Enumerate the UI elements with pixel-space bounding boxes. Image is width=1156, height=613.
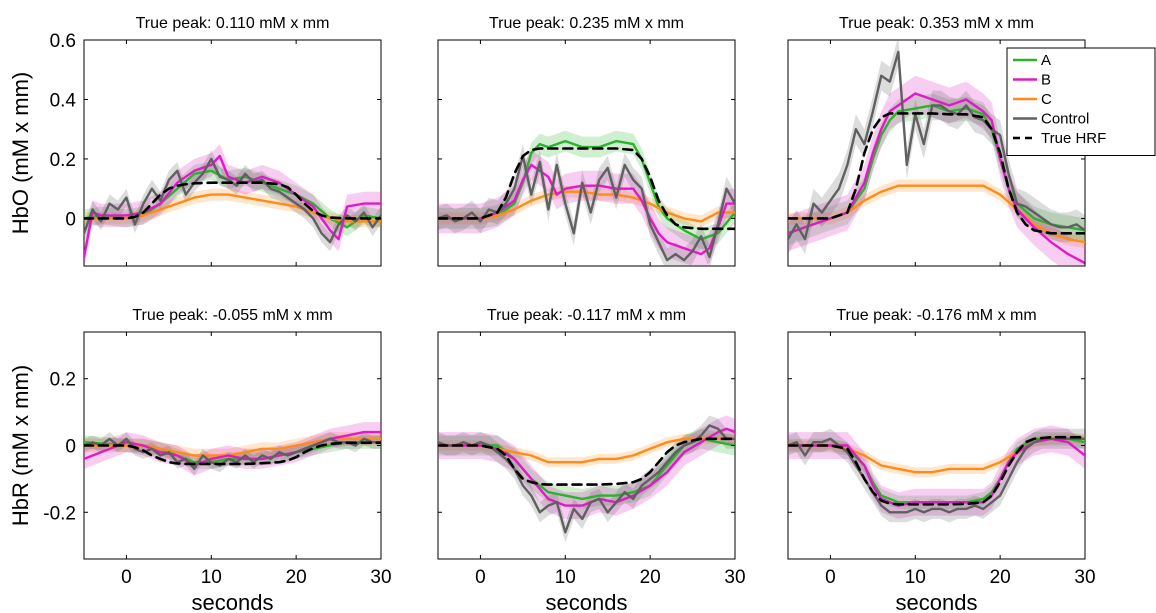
band-control: [438, 415, 735, 543]
plot-area: [788, 425, 1085, 523]
series-b: [438, 163, 735, 256]
y-tick-label: -0.2: [43, 503, 76, 524]
x-tick-label: 20: [286, 567, 307, 588]
plot-area: [84, 422, 381, 476]
series-true-hrf: [438, 437, 735, 486]
x-axis-label: seconds: [192, 590, 274, 613]
plot-area: [788, 40, 1085, 266]
series-control: [438, 154, 735, 262]
plot-area: [84, 144, 381, 266]
series-c: [788, 184, 1085, 244]
y-tick-label: 0: [65, 437, 76, 458]
series-control: [438, 424, 735, 534]
panel-title: True peak: -0.117 mM x mm: [487, 307, 686, 324]
series-true-hrf: [788, 435, 1085, 506]
x-tick-label: 0: [475, 567, 486, 588]
y-tick-label: 0.2: [50, 370, 76, 391]
band-b: [84, 422, 381, 476]
x-tick-label: 20: [640, 567, 661, 588]
plot-area: [438, 415, 735, 543]
legend-label: C: [1041, 91, 1052, 108]
band-c: [788, 179, 1085, 249]
panel-3: True peak: 0.353 mM x mm: [787, 15, 1086, 267]
band-a: [438, 130, 735, 250]
x-tick-label: 30: [1074, 567, 1095, 588]
y-axis-label: HbO (mM x mm): [8, 72, 33, 235]
x-tick-label: 30: [370, 567, 391, 588]
y-axis-label: HbR (mM x mm): [8, 365, 33, 526]
axes-frame: [83, 39, 382, 267]
x-tick-label: 10: [201, 567, 222, 588]
y-tick-label: 0.2: [50, 150, 76, 171]
x-tick-label: 10: [555, 567, 576, 588]
panel-title: True peak: 0.235 mM x mm: [489, 15, 684, 32]
panel-1: 0 0.2 0.4 0.6 True peak: 0.110 mM x mm HbO (m…: [8, 15, 382, 267]
panel-6: 0 10 20 30 True peak: -0.176 mM x mm seconds: [787, 307, 1096, 613]
band-a: [788, 93, 1085, 246]
series-true-hrf: [788, 112, 1085, 235]
series-control: [788, 437, 1085, 514]
series-true-hrf: [84, 441, 381, 466]
x-axis-label: seconds: [546, 590, 628, 613]
x-tick-label: 10: [905, 567, 926, 588]
legend-label: B: [1041, 72, 1051, 89]
panel-title: True peak: -0.176 mM x mm: [836, 307, 1036, 324]
y-tick-label: 0: [65, 209, 76, 230]
series-c: [438, 190, 735, 223]
band-a: [438, 428, 735, 509]
panel-title: True peak: 0.110 mM x mm: [136, 15, 330, 32]
panel-title: True peak: 0.353 mM x mm: [839, 15, 1034, 32]
x-tick-label: 20: [990, 567, 1011, 588]
band-c: [438, 433, 735, 468]
series-true-hrf: [84, 181, 381, 220]
series-c: [438, 437, 735, 464]
panel-4: 0 10 20 30 -0.2 0 0.2 True peak: -0.055 mM x mm…: [8, 307, 392, 613]
legend: ABC Control True HRF: [1006, 47, 1156, 156]
x-tick-label: 0: [825, 567, 836, 588]
series-b: [438, 427, 735, 507]
series-control: [788, 50, 1085, 241]
band-b: [788, 425, 1085, 519]
panel-5: 0 10 20 30 True peak: -0.117 mM x mm seconds: [437, 307, 746, 613]
plot-area: [438, 130, 735, 266]
panel-2: True peak: 0.235 mM x mm: [437, 15, 736, 267]
series-b: [788, 92, 1085, 265]
legend-label: True HRF: [1041, 130, 1106, 147]
x-tick-label: 0: [121, 567, 132, 588]
band-control: [84, 150, 381, 252]
series-c: [84, 193, 381, 223]
panel-title: True peak: -0.055 mM x mm: [132, 307, 332, 324]
x-axis-label: seconds: [896, 590, 978, 613]
axes-frame: [437, 39, 736, 267]
legend-label: Control: [1041, 111, 1089, 128]
series-true-hrf: [438, 147, 735, 231]
y-tick-label: 0.4: [50, 90, 77, 111]
y-tick-label: 0.6: [50, 31, 76, 52]
band-a: [84, 161, 381, 237]
legend-label: A: [1041, 52, 1051, 69]
x-tick-label: 30: [724, 567, 745, 588]
